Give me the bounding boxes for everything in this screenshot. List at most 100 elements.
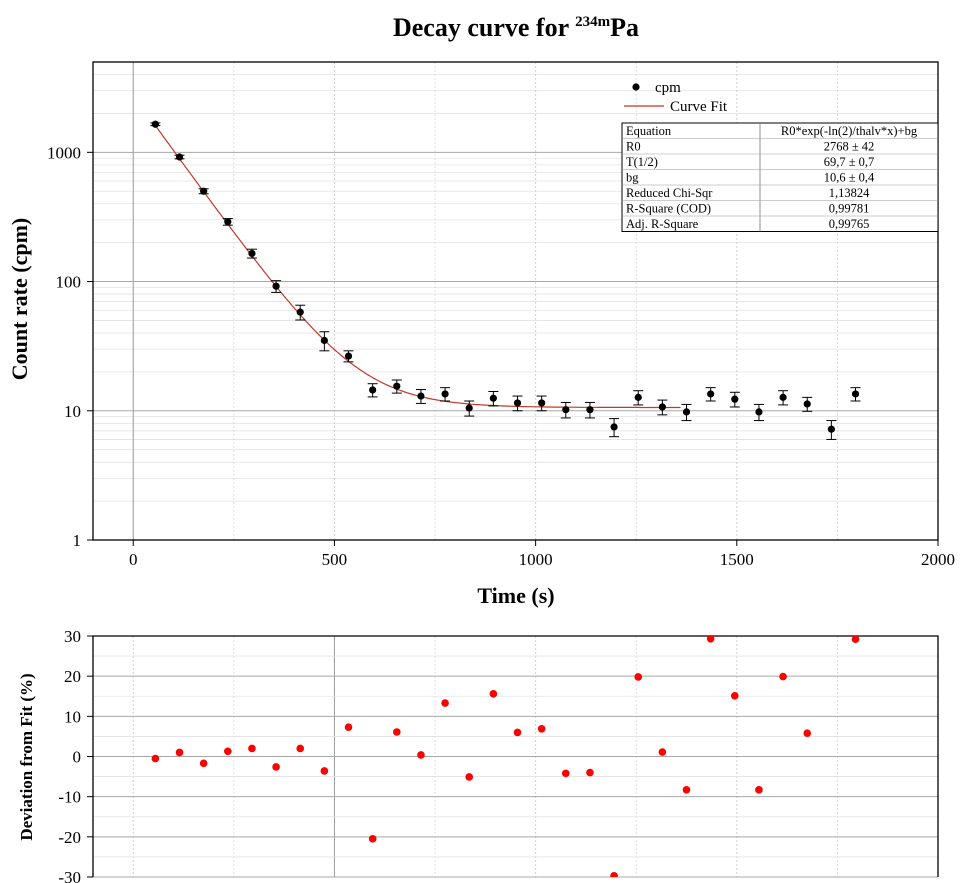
residual-point	[320, 767, 329, 775]
table-param-name: T(1/2)	[626, 155, 658, 169]
table-param-value: R0*exp(-ln(2)/thalv*x)+bg	[781, 124, 918, 138]
data-point	[707, 390, 715, 398]
residual-point	[441, 699, 449, 707]
plot-frame	[92, 61, 939, 541]
residual-point	[682, 786, 691, 794]
data-point	[586, 406, 594, 414]
data-point	[224, 218, 232, 226]
fit-parameters-table: Equation R0*exp(-ln(2)/thalv*x)+bg R0 2768 …	[621, 122, 939, 232]
residual-point	[779, 672, 787, 681]
residual-point	[730, 692, 739, 700]
legend-label-fit: Curve Fit	[670, 99, 728, 115]
data-point	[755, 408, 763, 416]
y-tick-label: -20	[58, 828, 81, 847]
y-tick-label: 10	[64, 402, 81, 421]
residual-point	[658, 748, 667, 756]
data-point	[272, 282, 280, 290]
data-point	[731, 395, 739, 403]
residual-point	[706, 636, 715, 643]
data-point	[200, 187, 208, 195]
residual-point	[465, 773, 474, 781]
table-param-value: 0,99765	[829, 217, 870, 231]
residual-point	[296, 744, 305, 753]
data-point	[513, 399, 522, 407]
data-point	[465, 404, 473, 412]
table-param-name: Equation	[626, 124, 672, 138]
data-point	[851, 390, 860, 398]
data-point	[151, 120, 159, 128]
legend-marker-cpm	[632, 83, 640, 91]
data-point	[779, 393, 787, 401]
table-param-value: 2768 ± 42	[824, 140, 875, 154]
y-tick-label: 100	[56, 273, 82, 292]
residual-y-axis-label: Deviation from Fit (%)	[17, 673, 36, 840]
table-param-value: 1,13824	[829, 186, 870, 200]
y-tick-label: -30	[58, 868, 81, 883]
deviation-plot: -30 -20 -10 0 10 20 30	[58, 627, 939, 883]
x-tick-label: 500	[322, 550, 348, 569]
residual-point	[537, 724, 546, 733]
residual-point	[610, 871, 618, 877]
data-points	[150, 120, 861, 440]
y-tick-label: -10	[58, 788, 81, 807]
y-tick-label: 10	[64, 707, 81, 726]
table-param-name: Reduced Chi-Sqr	[626, 186, 713, 200]
residual-point	[417, 751, 425, 759]
residual-point	[513, 728, 522, 737]
table-param-value: 69,7 ± 0,7	[824, 155, 875, 169]
residual-point	[368, 835, 377, 843]
legend: cpm Curve Fit	[624, 80, 728, 115]
x-axis-label: Time (s)	[477, 583, 554, 608]
y-tick-label: 1	[73, 531, 82, 550]
y-tick-label: 1000	[47, 143, 81, 162]
table-border	[621, 122, 939, 232]
table-param-name: Adj. R-Square	[626, 217, 699, 231]
chart-title: Decay curve for 234mPa	[393, 13, 639, 42]
legend-label-cpm: cpm	[655, 80, 681, 96]
data-point	[393, 382, 401, 390]
data-point	[610, 423, 618, 431]
y-axis-label: Count rate (cpm)	[7, 218, 32, 381]
residual-point	[489, 690, 498, 698]
data-point	[538, 399, 546, 407]
data-point	[320, 336, 328, 345]
data-point	[803, 400, 811, 408]
table-param-value: 10,6 ± 0,4	[824, 171, 875, 185]
residual-point	[151, 754, 160, 763]
residual-point	[223, 747, 232, 756]
residual-point	[175, 748, 184, 757]
x-tick-label: 0	[129, 550, 138, 569]
residual-point	[272, 763, 280, 771]
data-point	[296, 308, 304, 316]
table-param-value: 0,99781	[829, 202, 870, 216]
residual-point	[755, 786, 763, 794]
residual-point	[344, 723, 353, 731]
table-param-name: R-Square (COD)	[626, 202, 711, 216]
data-point	[562, 406, 570, 414]
residual-point	[248, 744, 256, 753]
data-point	[369, 386, 377, 394]
data-point	[441, 390, 449, 398]
data-point	[634, 393, 642, 401]
residual-points	[151, 636, 860, 877]
x-tick-label: 2000	[921, 550, 955, 569]
data-point	[417, 392, 425, 400]
data-point	[175, 153, 184, 161]
y-tick-label: 20	[64, 667, 81, 686]
data-point	[682, 408, 691, 416]
data-point	[827, 425, 835, 433]
table-param-name: R0	[626, 140, 641, 154]
x-tick-label: 1500	[720, 550, 754, 569]
table-param-name: bg	[626, 171, 639, 185]
residual-point	[199, 759, 208, 768]
residual-point	[803, 729, 812, 738]
residual-point	[586, 768, 594, 777]
residual-point	[561, 769, 570, 778]
y-tick-label: 30	[64, 627, 81, 646]
residual-grid	[93, 635, 938, 878]
data-point	[489, 394, 497, 402]
y-tick-label: 0	[73, 748, 82, 767]
data-point	[344, 352, 353, 360]
data-point	[658, 403, 666, 411]
